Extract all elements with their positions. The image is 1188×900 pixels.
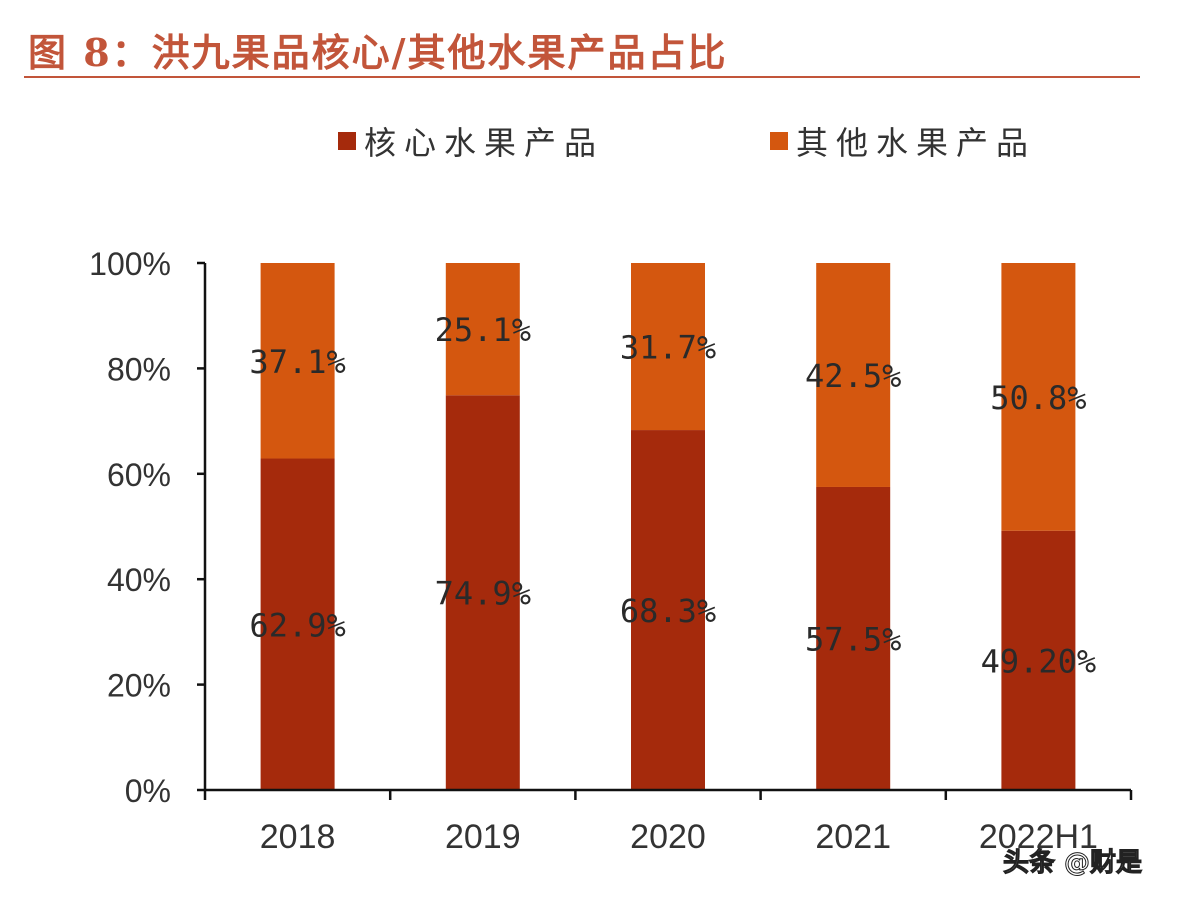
chart-title: 图 8：洪九果品核心/其他水果产品占比: [28, 30, 728, 75]
bar-core-2022H1: [1001, 530, 1076, 790]
y-tick-label-80%: 80%: [107, 351, 171, 387]
title-divider: [24, 76, 1140, 78]
y-tick-label-60%: 60%: [107, 457, 171, 493]
bar-other-2019: [445, 263, 520, 396]
bar-core-2020: [631, 430, 705, 790]
bar-core-2018: [260, 458, 335, 790]
data-label-other-2022H1: 50.8%: [990, 379, 1086, 417]
data-label-core-2021: 57.5%: [805, 620, 901, 658]
x-tick-label-2022H1: 2022H1: [979, 818, 1098, 856]
data-label-core-2018: 62.9%: [249, 606, 345, 644]
data-label-core-2022H1: 49.20%: [981, 642, 1097, 680]
x-tick-label-2020: 2020: [630, 818, 706, 856]
legend-swatch-core: [338, 132, 356, 150]
data-label-other-2018: 37.1%: [249, 343, 345, 381]
x-tick-label-2019: 2019: [445, 818, 521, 856]
data-label-other-2021: 42.5%: [805, 357, 901, 395]
x-tick-label-2021: 2021: [815, 818, 891, 856]
bar-core-2021: [816, 486, 891, 790]
bar-other-2022H1: [1001, 263, 1076, 531]
data-label-other-2019: 25.1%: [435, 311, 531, 349]
y-tick-label-20%: 20%: [107, 668, 171, 704]
legend-item-other: 其他水果产品: [770, 118, 1036, 164]
legend-item-core: 核心水果产品: [338, 118, 604, 164]
x-tick-label-2018: 2018: [260, 818, 336, 856]
bar-core-2019: [445, 395, 520, 790]
bar-other-2021: [816, 263, 891, 487]
bar-other-2018: [260, 263, 335, 459]
bar-other-2020: [631, 263, 705, 431]
data-label-other-2020: 31.7%: [620, 329, 716, 367]
y-tick-label-0%: 0%: [125, 773, 171, 809]
y-tick-label-40%: 40%: [107, 562, 171, 598]
legend-label-core: 核心水果产品: [364, 124, 605, 162]
watermark: 头条 @财是: [1002, 848, 1143, 879]
legend-swatch-other: [770, 132, 788, 150]
data-label-core-2020: 68.3%: [620, 592, 716, 630]
y-tick-label-100%: 100%: [89, 246, 171, 282]
legend-label-other: 其他水果产品: [796, 124, 1037, 162]
data-label-core-2019: 74.9%: [435, 575, 531, 613]
